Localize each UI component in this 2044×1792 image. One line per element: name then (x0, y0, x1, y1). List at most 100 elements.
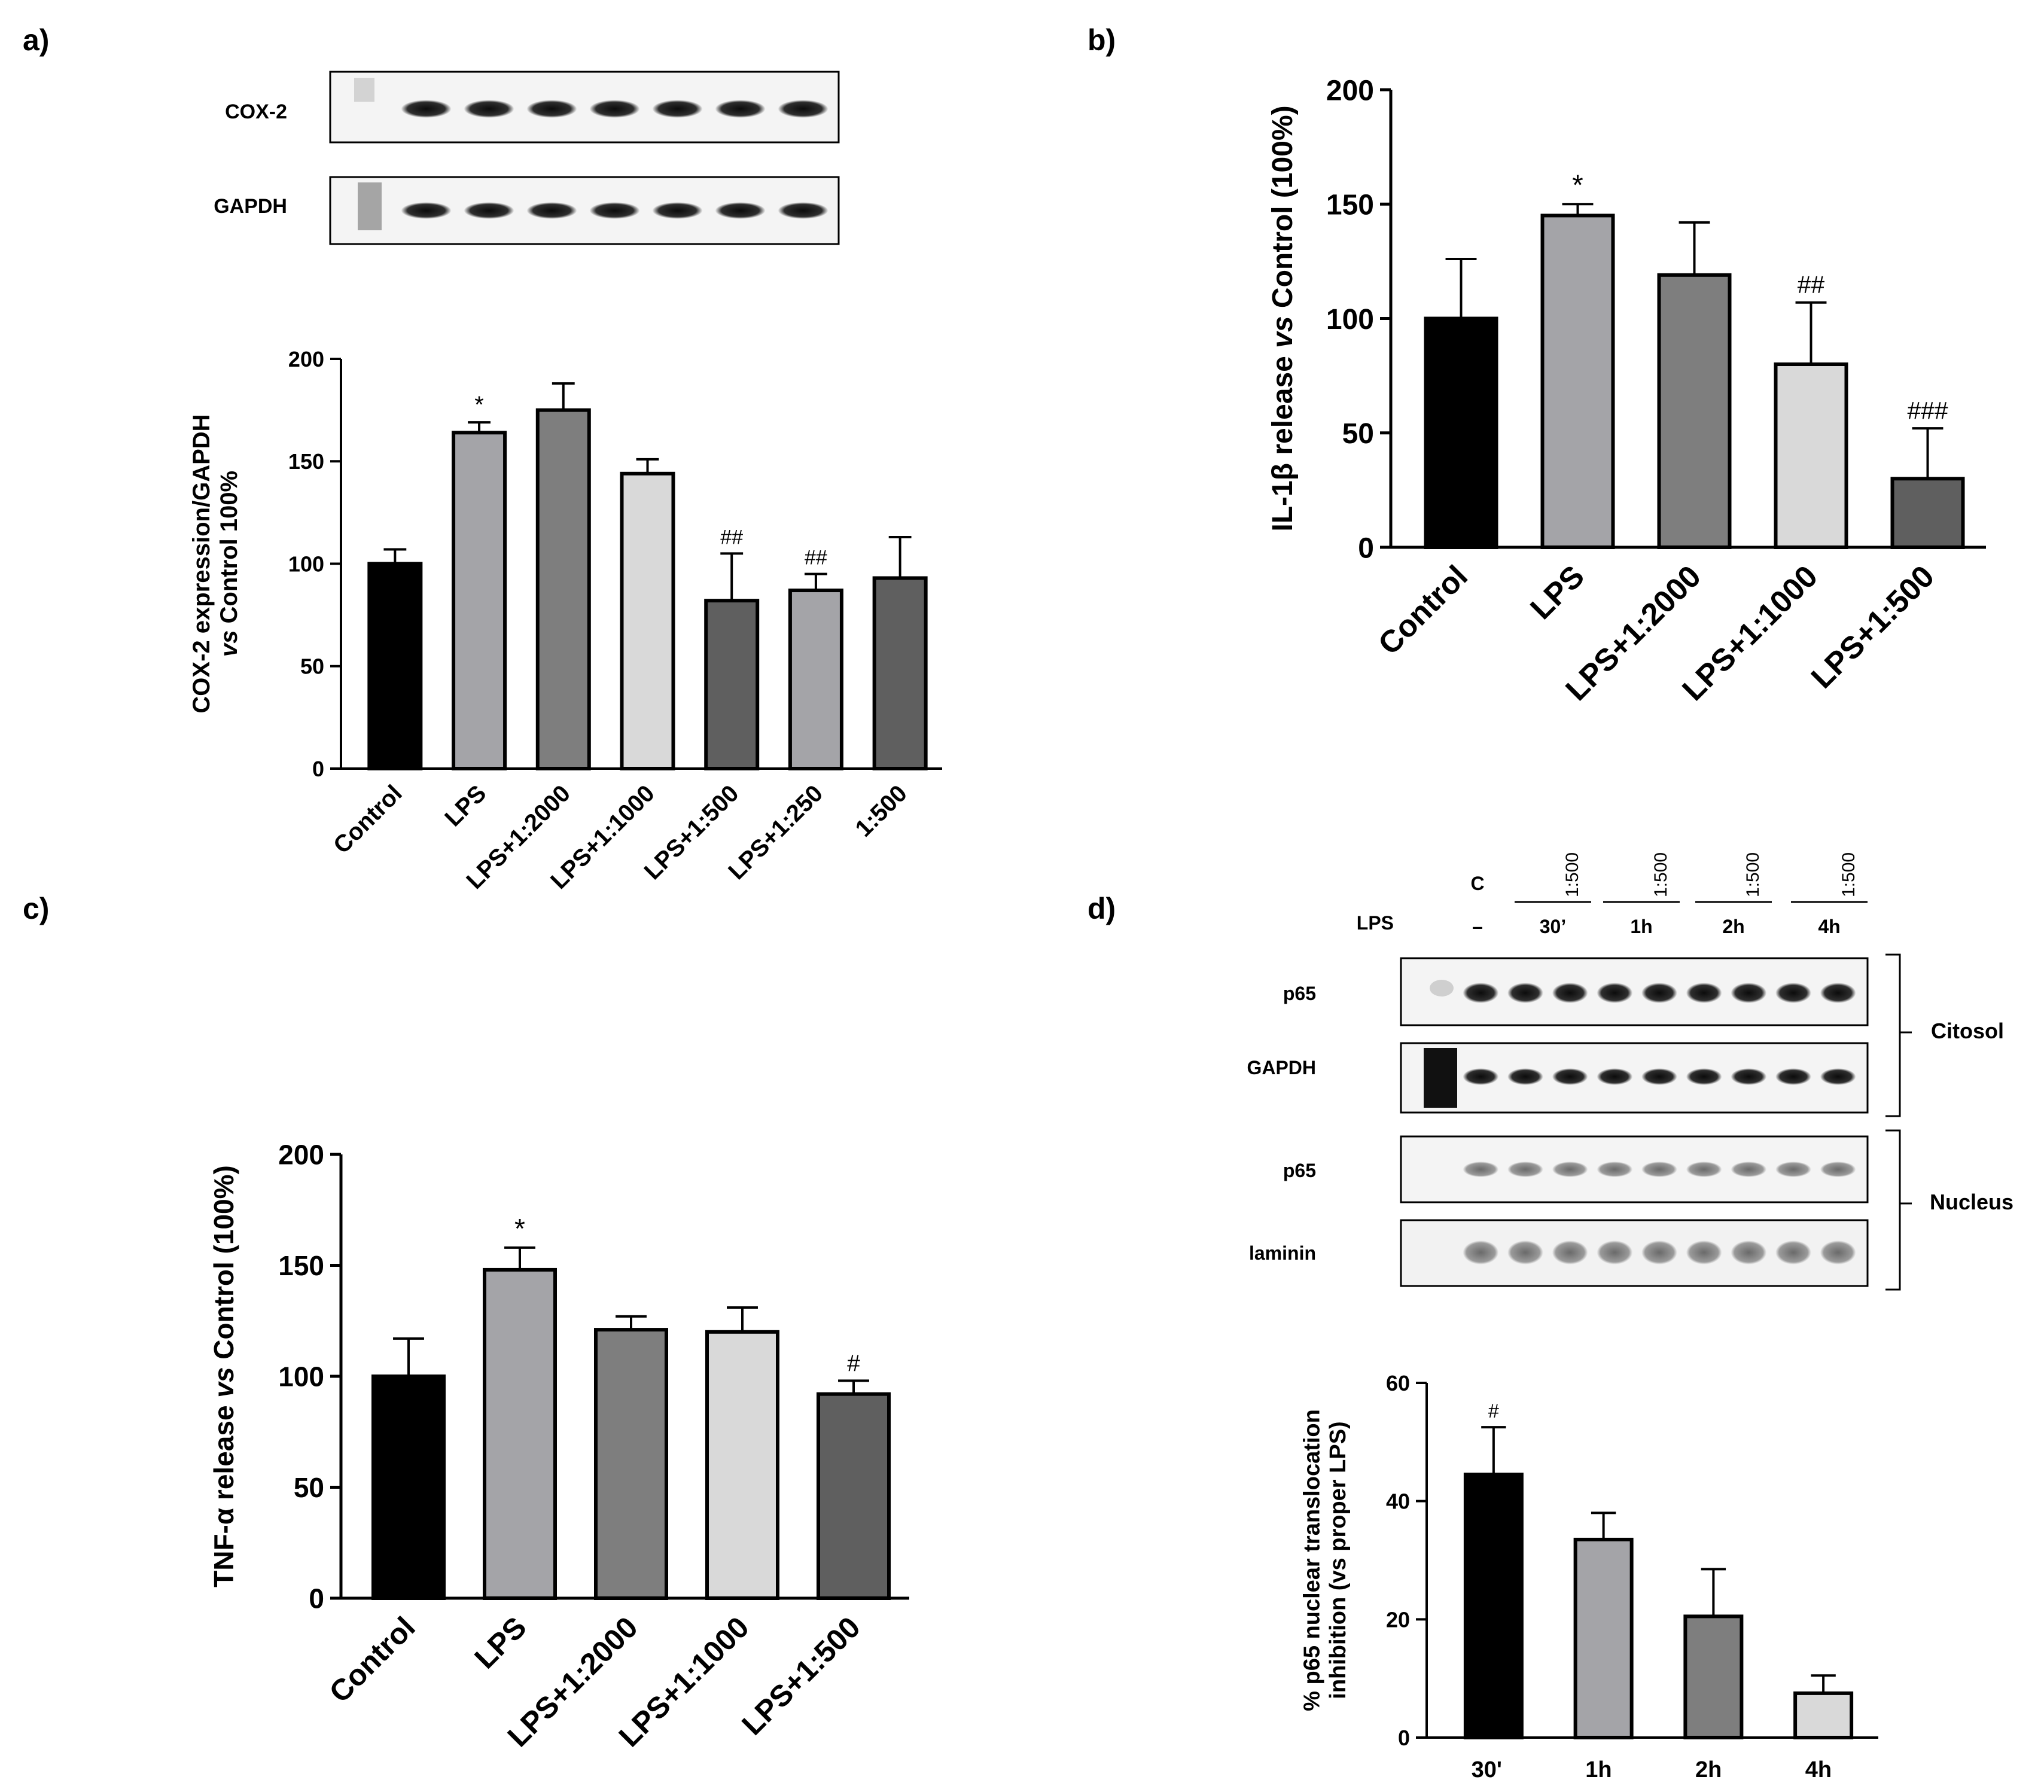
chart-a: 050100150200Control*LPSLPS+1:2000LPS+1:1… (188, 347, 942, 894)
y-tick-label: 0 (312, 757, 324, 781)
bar (1573, 1537, 1634, 1740)
significance-label: # (1488, 1400, 1499, 1422)
blot-band (526, 100, 577, 118)
y-axis-label-line: COX-2 expression/GAPDH (188, 414, 215, 713)
citosol-bracket (1885, 953, 1901, 1117)
panel-d-blot-header: C LPS – 30’ 1:500 1h 1:500 2h 1:500 4h 1:500 (1357, 852, 1868, 937)
bar (704, 599, 760, 771)
lane-group-time: 2h (1722, 916, 1744, 937)
blot-band (401, 202, 452, 219)
blot-band (1820, 1068, 1856, 1085)
lane-dilution-label: 1:500 (1839, 852, 1859, 897)
y-axis-label-line: inhibition (vs proper LPS) (1326, 1421, 1351, 1699)
blot-band (1775, 983, 1811, 1003)
blot-band (1552, 1068, 1588, 1085)
blot-band (1775, 1068, 1811, 1085)
category-label: LPS (440, 780, 491, 831)
blot-band (1507, 983, 1543, 1003)
bar (483, 1267, 557, 1600)
y-tick-label: 20 (1386, 1607, 1410, 1632)
significance-label: ### (1907, 397, 1948, 424)
blot-band (778, 202, 828, 219)
blot-a-label-gapdh: GAPDH (214, 195, 287, 218)
panel-c-letter: c) (23, 892, 50, 925)
d-header-control: C (1470, 873, 1484, 894)
blot-band (1731, 1162, 1767, 1177)
blot-band (1686, 1162, 1722, 1177)
category-label: Control (323, 1610, 422, 1709)
blot-band (1820, 1241, 1856, 1264)
category-label: LPS+1:500 (1805, 559, 1941, 695)
blot-marker (1424, 1048, 1457, 1108)
category-label: LPS (1524, 559, 1591, 626)
panel-d-blots: p65 GAPDH p65 laminin Citosol Nucleus (1247, 953, 2013, 1291)
blot-d-label-laminin: laminin (1249, 1242, 1316, 1264)
category-label: 1h (1585, 1757, 1612, 1782)
y-axis-label-part: TNF-α release (208, 1398, 239, 1587)
blot-band (1552, 983, 1588, 1003)
category-label: LPS+1:500 (735, 1610, 866, 1741)
bar (1657, 273, 1732, 549)
bar (535, 408, 591, 770)
y-axis-label-part: vs (1267, 316, 1299, 348)
y-tick-label: 60 (1386, 1371, 1410, 1395)
y-tick-label: 200 (288, 347, 324, 371)
blot-band (526, 202, 577, 219)
fraction-label-citosol: Citosol (1931, 1019, 2004, 1043)
blot-band (1686, 1241, 1722, 1264)
nucleus-bracket (1885, 1129, 1901, 1291)
y-axis-label-part: vs (208, 1367, 239, 1398)
blot-band (1775, 1162, 1811, 1177)
blot-band (401, 100, 452, 118)
blot-band (1641, 1068, 1677, 1085)
fraction-label-nucleus: Nucleus (1930, 1190, 2013, 1214)
lane-dilution-label: 1:500 (1562, 852, 1582, 897)
y-tick-label: 100 (278, 1361, 324, 1392)
y-tick-label: 50 (1342, 418, 1374, 450)
chart-d: 0 20 40 60 #30' 1h 2h 4h % p65 nuclear transloca… (1300, 1371, 1878, 1782)
y-tick-label: 50 (300, 654, 324, 679)
blot-band (589, 100, 640, 118)
blot-band (1731, 983, 1767, 1003)
blot-marker (1430, 980, 1454, 996)
blot-d-label-p65-cyt: p65 (1283, 983, 1316, 1004)
blot-band (1463, 1241, 1499, 1264)
blot-band (715, 202, 766, 219)
blot-band (1820, 1162, 1856, 1177)
y-axis-label-part: IL-1β release (1267, 348, 1299, 532)
blot-band (1463, 1162, 1499, 1177)
y-axis-label: IL-1β release vs Control (100%) (1267, 105, 1299, 531)
y-axis-label-line: vs Control 100% (216, 471, 242, 657)
blot-band (589, 202, 640, 219)
blot-band (1597, 1068, 1633, 1085)
significance-label: * (514, 1213, 525, 1244)
significance-label: ## (805, 547, 827, 569)
bar (788, 589, 843, 771)
blot-d-label-gapdh: GAPDH (1247, 1057, 1316, 1078)
bar (1463, 1473, 1524, 1739)
blot-band (1686, 983, 1722, 1003)
blot-band (1686, 1068, 1722, 1085)
lane-group-time: 4h (1818, 916, 1840, 937)
y-tick-label: 0 (1358, 532, 1374, 564)
panel-b-letter: b) (1088, 23, 1116, 57)
lane-dilution-label: 1:500 (1651, 852, 1671, 897)
bar (367, 562, 423, 770)
significance-label: * (474, 392, 484, 418)
y-tick-label: 100 (1326, 304, 1374, 336)
blot-band (1507, 1162, 1543, 1177)
blot-band (652, 202, 703, 219)
blot-band (1552, 1162, 1588, 1177)
blot-a-label-cox2: COX-2 (225, 100, 287, 123)
blot-band (1731, 1068, 1767, 1085)
blot-marker (354, 78, 374, 102)
y-tick-label: 50 (294, 1472, 324, 1503)
y-tick-label: 150 (288, 449, 324, 474)
y-tick-label: 100 (288, 551, 324, 576)
y-axis-label-rest: Control 100% (216, 471, 242, 630)
y-axis-label: COX-2 expression/GAPDHvs Control 100% (188, 414, 242, 713)
category-label: 4h (1805, 1757, 1832, 1782)
bar (1774, 362, 1848, 549)
lane-group-time: 30’ (1540, 916, 1566, 937)
